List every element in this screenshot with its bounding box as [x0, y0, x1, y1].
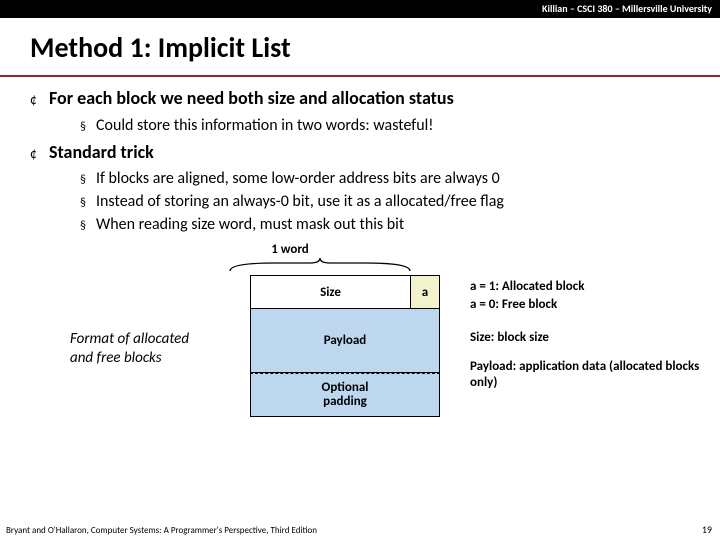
block-diagram: Size a Payload Optionalpadding [250, 275, 440, 417]
square-bullet-icon: § [80, 120, 86, 134]
bullet-level2: § Could store this information in two wo… [80, 116, 690, 135]
legend-row: a = 0: Free block [470, 297, 720, 312]
header-row: Size a [250, 275, 440, 309]
bullet-level2: § When reading size word, must mask out … [80, 215, 690, 234]
bullet-text: For each block we need both size and all… [49, 87, 454, 109]
header-bar: Killian – CSCI 380 – Millersville Univer… [0, 0, 720, 18]
padding-cell: Optionalpadding [250, 373, 440, 417]
diagram-area: Format of allocated and free blocks Size… [30, 275, 690, 465]
legend-row: a = 1: Allocated block [470, 279, 720, 294]
content-area: ¢ For each block we need both size and a… [0, 77, 720, 465]
size-cell: Size [251, 276, 411, 308]
bullet-level1: ¢ For each block we need both size and a… [30, 87, 690, 110]
bullet-text: Could store this information in two word… [96, 116, 434, 135]
alloc-bit-cell: a [411, 276, 439, 308]
bullet-text: Instead of storing an always-0 bit, use … [96, 192, 504, 211]
page-number: 19 [702, 523, 712, 536]
ring-bullet-icon: ¢ [30, 90, 37, 110]
footer-citation: Bryant and O'Hallaron, Computer Systems:… [6, 525, 317, 536]
format-caption: Format of allocated and free blocks [70, 330, 200, 368]
payload-cell: Payload [250, 309, 440, 373]
bullet-text: If blocks are aligned, some low-order ad… [96, 169, 500, 188]
legend-row: Payload: application data (allocated blo… [470, 359, 720, 390]
bullet-text: When reading size word, must mask out th… [96, 215, 404, 234]
bullet-level2: § Instead of storing an always-0 bit, us… [80, 192, 690, 211]
square-bullet-icon: § [80, 219, 86, 233]
bullet-level2: § If blocks are aligned, some low-order … [80, 169, 690, 188]
square-bullet-icon: § [80, 196, 86, 210]
square-bullet-icon: § [80, 173, 86, 187]
ring-bullet-icon: ¢ [30, 144, 37, 164]
brace-icon [225, 257, 415, 273]
bullet-level1: ¢ Standard trick [30, 141, 690, 164]
bullet-text: Standard trick [49, 141, 154, 163]
slide-title: Method 1: Implicit List [0, 18, 720, 77]
word-width-label: 1 word [195, 242, 385, 257]
legend-row: Size: block size [470, 330, 720, 345]
legend: a = 1: Allocated block a = 0: Free block… [470, 279, 720, 393]
